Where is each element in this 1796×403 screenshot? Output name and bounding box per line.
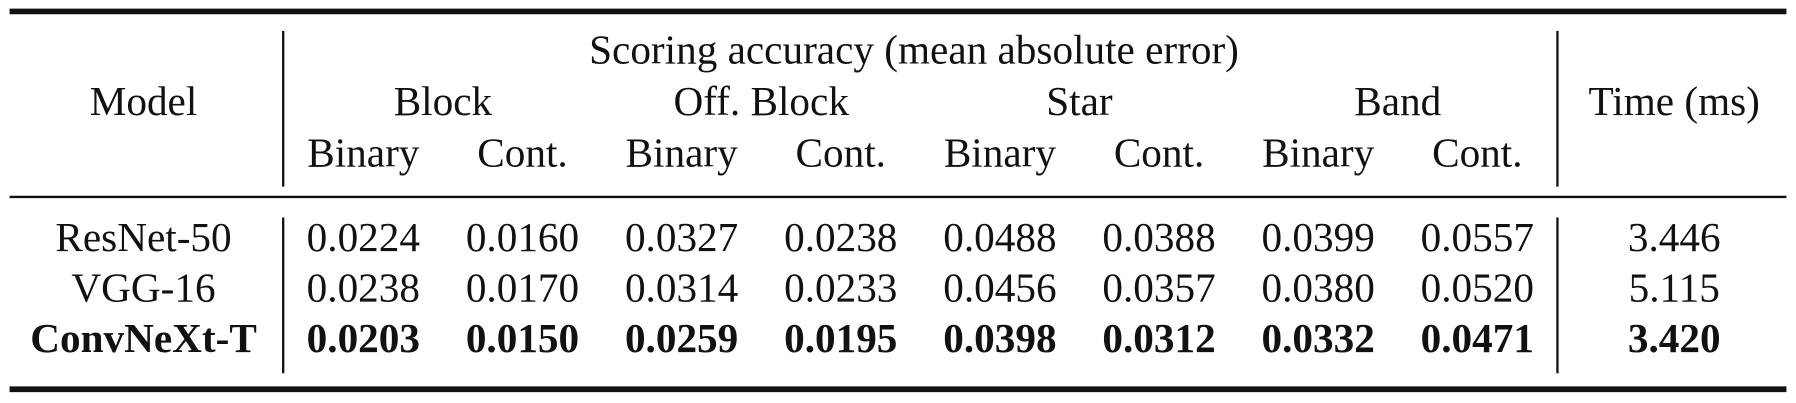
- cell-value: 0.0233: [784, 264, 897, 310]
- header-title: Scoring accuracy (mean absolute error): [589, 26, 1239, 73]
- cell-value: 0.0327: [625, 214, 738, 260]
- cell-value: 0.0259: [625, 315, 738, 361]
- group-header: Block: [394, 78, 493, 124]
- model-name: VGG-16: [71, 264, 215, 310]
- sub-header: Binary: [307, 129, 420, 175]
- cell-value: 0.0312: [1102, 315, 1215, 361]
- cell-value: 0.0224: [307, 214, 420, 260]
- cell-value: 0.0195: [784, 315, 897, 361]
- model-name: ResNet-50: [55, 214, 231, 260]
- sub-header: Binary: [944, 129, 1057, 175]
- sub-header: Binary: [1262, 129, 1375, 175]
- cell-value: 0.0160: [466, 214, 579, 260]
- cell-value: 0.0520: [1421, 264, 1534, 310]
- time-value: 3.446: [1628, 214, 1721, 260]
- cell-value: 0.0238: [784, 214, 897, 260]
- cell-value: 0.0456: [943, 264, 1056, 310]
- sub-header: Binary: [626, 129, 739, 175]
- cell-value: 0.0314: [625, 264, 738, 310]
- model-name: ConvNeXt-T: [30, 315, 257, 361]
- cell-value: 0.0357: [1102, 264, 1215, 310]
- sub-header: Cont.: [1432, 129, 1522, 175]
- cell-value: 0.0380: [1262, 264, 1375, 310]
- time-value: 5.115: [1629, 264, 1720, 310]
- sub-header: Cont.: [796, 129, 886, 175]
- cell-value: 0.0388: [1102, 214, 1215, 260]
- cell-value: 0.0398: [943, 315, 1056, 361]
- cell-value: 0.0488: [943, 214, 1056, 260]
- cell-value: 0.0471: [1421, 315, 1534, 361]
- time-value: 3.420: [1628, 315, 1721, 361]
- cell-value: 0.0399: [1262, 214, 1375, 260]
- group-header: Star: [1046, 78, 1113, 124]
- cell-value: 0.0203: [307, 315, 420, 361]
- group-header: Off. Block: [673, 78, 849, 124]
- sub-header: Cont.: [477, 129, 567, 175]
- cell-value: 0.0170: [466, 264, 579, 310]
- group-header: Band: [1354, 78, 1441, 124]
- cell-value: 0.0238: [307, 264, 420, 310]
- time-header: Time (ms): [1589, 78, 1760, 125]
- cell-value: 0.0332: [1262, 315, 1375, 361]
- cell-value: 0.0557: [1421, 214, 1534, 260]
- sub-header: Cont.: [1114, 129, 1204, 175]
- model-header: Model: [90, 78, 198, 124]
- cell-value: 0.0150: [466, 315, 579, 361]
